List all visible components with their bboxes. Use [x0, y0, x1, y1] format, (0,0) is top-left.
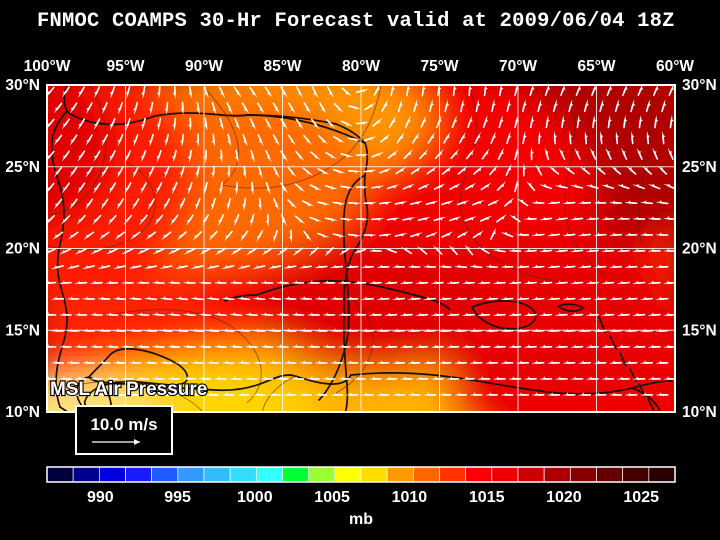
- svg-text:10°N: 10°N: [5, 404, 40, 421]
- svg-text:15°N: 15°N: [5, 322, 40, 339]
- svg-text:15°N: 15°N: [682, 322, 717, 339]
- svg-text:25°N: 25°N: [682, 159, 717, 176]
- svg-text:65°W: 65°W: [577, 58, 615, 75]
- svg-text:20°N: 20°N: [5, 241, 40, 258]
- svg-text:95°W: 95°W: [106, 58, 144, 75]
- svg-text:10.0 m/s: 10.0 m/s: [90, 415, 157, 434]
- svg-text:20°N: 20°N: [682, 241, 717, 258]
- svg-text:85°W: 85°W: [263, 58, 301, 75]
- svg-text:70°W: 70°W: [499, 58, 537, 75]
- svg-text:1015: 1015: [469, 489, 505, 506]
- svg-text:30°N: 30°N: [5, 77, 40, 94]
- svg-text:995: 995: [164, 489, 191, 506]
- svg-text:30°N: 30°N: [682, 77, 717, 94]
- svg-text:1025: 1025: [623, 489, 659, 506]
- svg-text:90°W: 90°W: [185, 58, 223, 75]
- svg-text:mb: mb: [349, 511, 373, 528]
- svg-text:75°W: 75°W: [420, 58, 458, 75]
- svg-text:60°W: 60°W: [656, 58, 694, 75]
- svg-text:1000: 1000: [237, 489, 273, 506]
- svg-text:1010: 1010: [392, 489, 428, 506]
- svg-text:MSL Air Pressure: MSL Air Pressure: [50, 379, 207, 400]
- svg-text:10°N: 10°N: [682, 404, 717, 421]
- svg-text:100°W: 100°W: [24, 58, 71, 75]
- svg-text:990: 990: [87, 489, 114, 506]
- svg-text:25°N: 25°N: [5, 159, 40, 176]
- svg-text:80°W: 80°W: [342, 58, 380, 75]
- svg-text:1020: 1020: [546, 489, 582, 506]
- svg-text:1005: 1005: [314, 489, 350, 506]
